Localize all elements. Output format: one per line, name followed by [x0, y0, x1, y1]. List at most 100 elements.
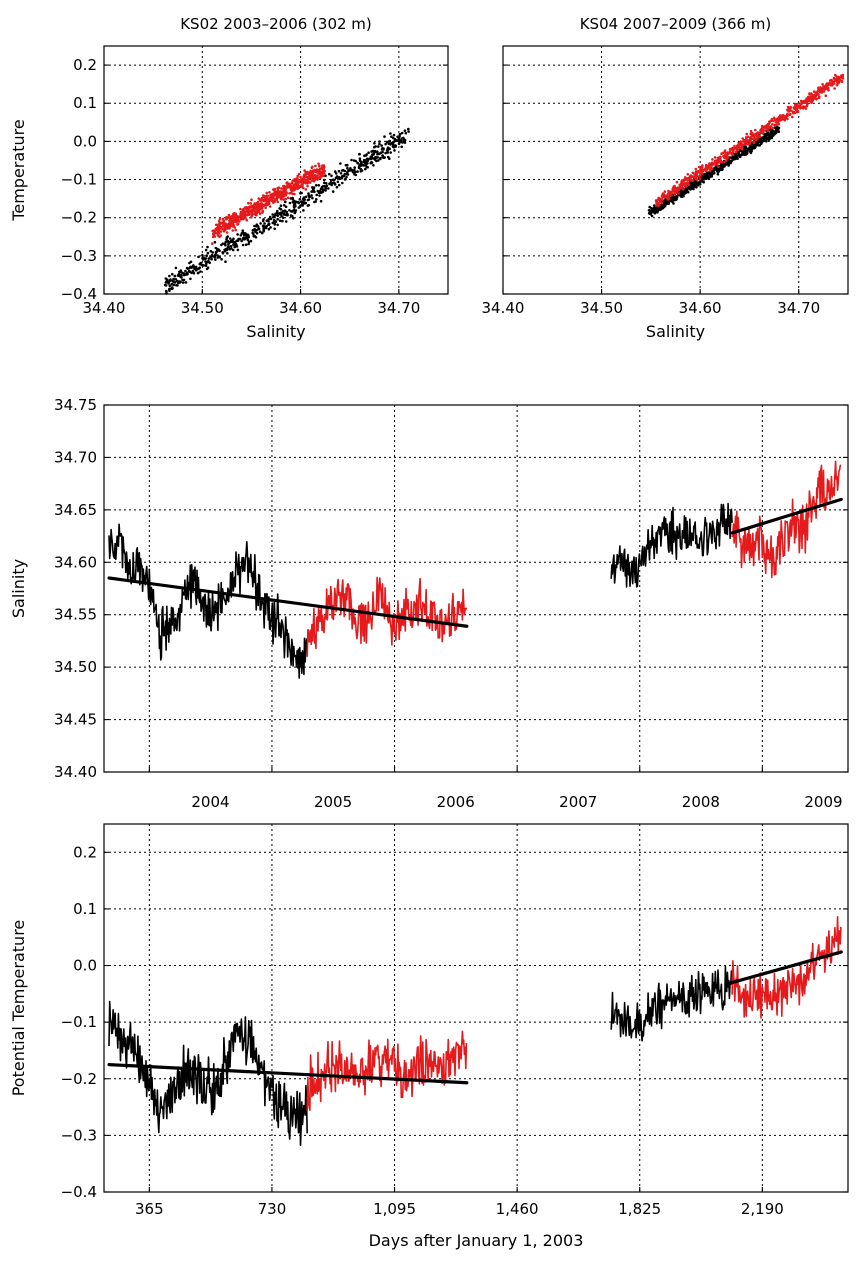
panel-0-point — [227, 227, 231, 230]
panel-0-point — [310, 179, 314, 182]
panel-0-point — [293, 192, 296, 196]
panel-0-point — [310, 194, 313, 197]
panel-0-point — [256, 200, 260, 204]
panel-0-point — [305, 175, 308, 179]
panel-1-point — [673, 184, 676, 188]
panel-1-point — [737, 144, 741, 147]
panel-2-ytick-label: 34.45 — [54, 711, 97, 729]
panel-0-point — [221, 227, 224, 231]
panel-0-point — [211, 251, 214, 254]
panel-3-ylabel: Potential Temperature — [9, 920, 28, 1097]
panel-0-point — [332, 179, 336, 182]
panel-1-point — [695, 172, 698, 175]
panel-0-point — [176, 284, 179, 287]
panel-0-point — [229, 245, 233, 248]
panel-0-xtick-label: 34.70 — [377, 299, 420, 317]
panel-1-point — [834, 73, 837, 77]
panel-3-ytick-label: −0.4 — [61, 1183, 97, 1201]
panel-1-point — [713, 160, 717, 163]
panel-0-point — [284, 220, 288, 223]
panel-1-point — [740, 143, 743, 146]
panel-1-point — [734, 150, 738, 154]
panel-2-ytick-label: 34.70 — [54, 448, 97, 466]
panel-0-point — [164, 281, 168, 284]
panel-0-point — [336, 180, 340, 184]
panel-1-point — [667, 189, 670, 193]
panel-0-point — [228, 247, 232, 251]
panel-1-point — [799, 99, 803, 103]
panel-0-point — [377, 145, 380, 148]
panel-0-point — [284, 197, 288, 201]
panel-0-point — [253, 205, 256, 208]
panel-0-point — [275, 198, 279, 201]
panel-0-point — [230, 218, 233, 221]
panel-0-point — [205, 267, 209, 271]
panel-0-point — [392, 136, 395, 140]
panel-1-point — [819, 86, 822, 89]
panel-0-point — [298, 181, 302, 184]
panel-1-point — [724, 159, 728, 163]
panel-1-point — [699, 165, 703, 169]
panel-0-point — [404, 131, 408, 135]
panel-0-point — [267, 223, 270, 226]
panel-0-point — [279, 211, 283, 214]
panel-0-point — [174, 266, 178, 270]
panel-0-point — [258, 230, 262, 233]
panel-1-point — [822, 87, 825, 90]
panel-0-point — [303, 198, 307, 201]
panel-1-point — [761, 124, 764, 128]
panel-3-xtick-label: 365 — [135, 1200, 164, 1218]
panel-0-point — [312, 176, 316, 179]
panel-3-trend-line-1 — [730, 950, 843, 985]
panel-1-point — [745, 132, 748, 136]
panel-1-point — [698, 177, 702, 181]
panel-1-point — [719, 159, 722, 162]
panel-0-point — [321, 169, 325, 172]
panel-0-point — [231, 248, 235, 252]
panel-0-point — [301, 181, 305, 185]
panel-1-point — [683, 183, 687, 186]
panel-0-point — [307, 198, 311, 201]
panel-0-point — [255, 231, 259, 235]
panel-0-xlabel: Salinity — [246, 322, 305, 341]
panel-0-point — [282, 198, 286, 201]
panel-0-point — [313, 190, 316, 194]
panel-1-point — [784, 115, 788, 119]
panel-0-point — [217, 227, 220, 231]
panel-0-point — [172, 283, 176, 287]
panel-0-point — [254, 236, 258, 239]
panel-0-point — [398, 135, 401, 138]
panel-0-point — [285, 191, 288, 195]
panel-0-xtick-label: 34.40 — [83, 299, 126, 317]
panel-0-point — [248, 213, 251, 216]
panel-0-point — [210, 242, 214, 245]
panel-0-point — [360, 160, 363, 164]
panel-0-point — [307, 193, 311, 197]
panel-3-xtick-label: 1,825 — [618, 1200, 661, 1218]
panel-0-point — [367, 151, 370, 154]
panel-0-point — [333, 182, 336, 185]
panel-1-point — [720, 163, 724, 167]
panel-0-point — [304, 195, 308, 199]
panel-0-point — [225, 231, 229, 234]
panel-0-point — [250, 216, 253, 219]
panel-0-point — [216, 225, 220, 228]
panel-0-point — [214, 253, 217, 257]
panel-1-point — [760, 141, 764, 144]
panel-0-point — [315, 198, 318, 201]
panel-0-point — [304, 201, 308, 205]
panel-1-point — [789, 112, 792, 116]
panel-0-point — [233, 240, 237, 244]
panel-1-point — [690, 186, 693, 189]
panel-0-point — [365, 153, 368, 156]
panel-1-point — [655, 204, 658, 207]
panel-0-point — [356, 161, 359, 165]
panel-1-point — [719, 161, 722, 164]
panel-1-point — [711, 158, 714, 161]
panel-1-point — [777, 126, 781, 130]
panel-0-point — [225, 225, 229, 229]
panel-0-point — [226, 235, 229, 238]
panel-1-point — [735, 146, 738, 149]
panel-0-point — [294, 209, 298, 212]
panel-0-point — [240, 231, 244, 235]
